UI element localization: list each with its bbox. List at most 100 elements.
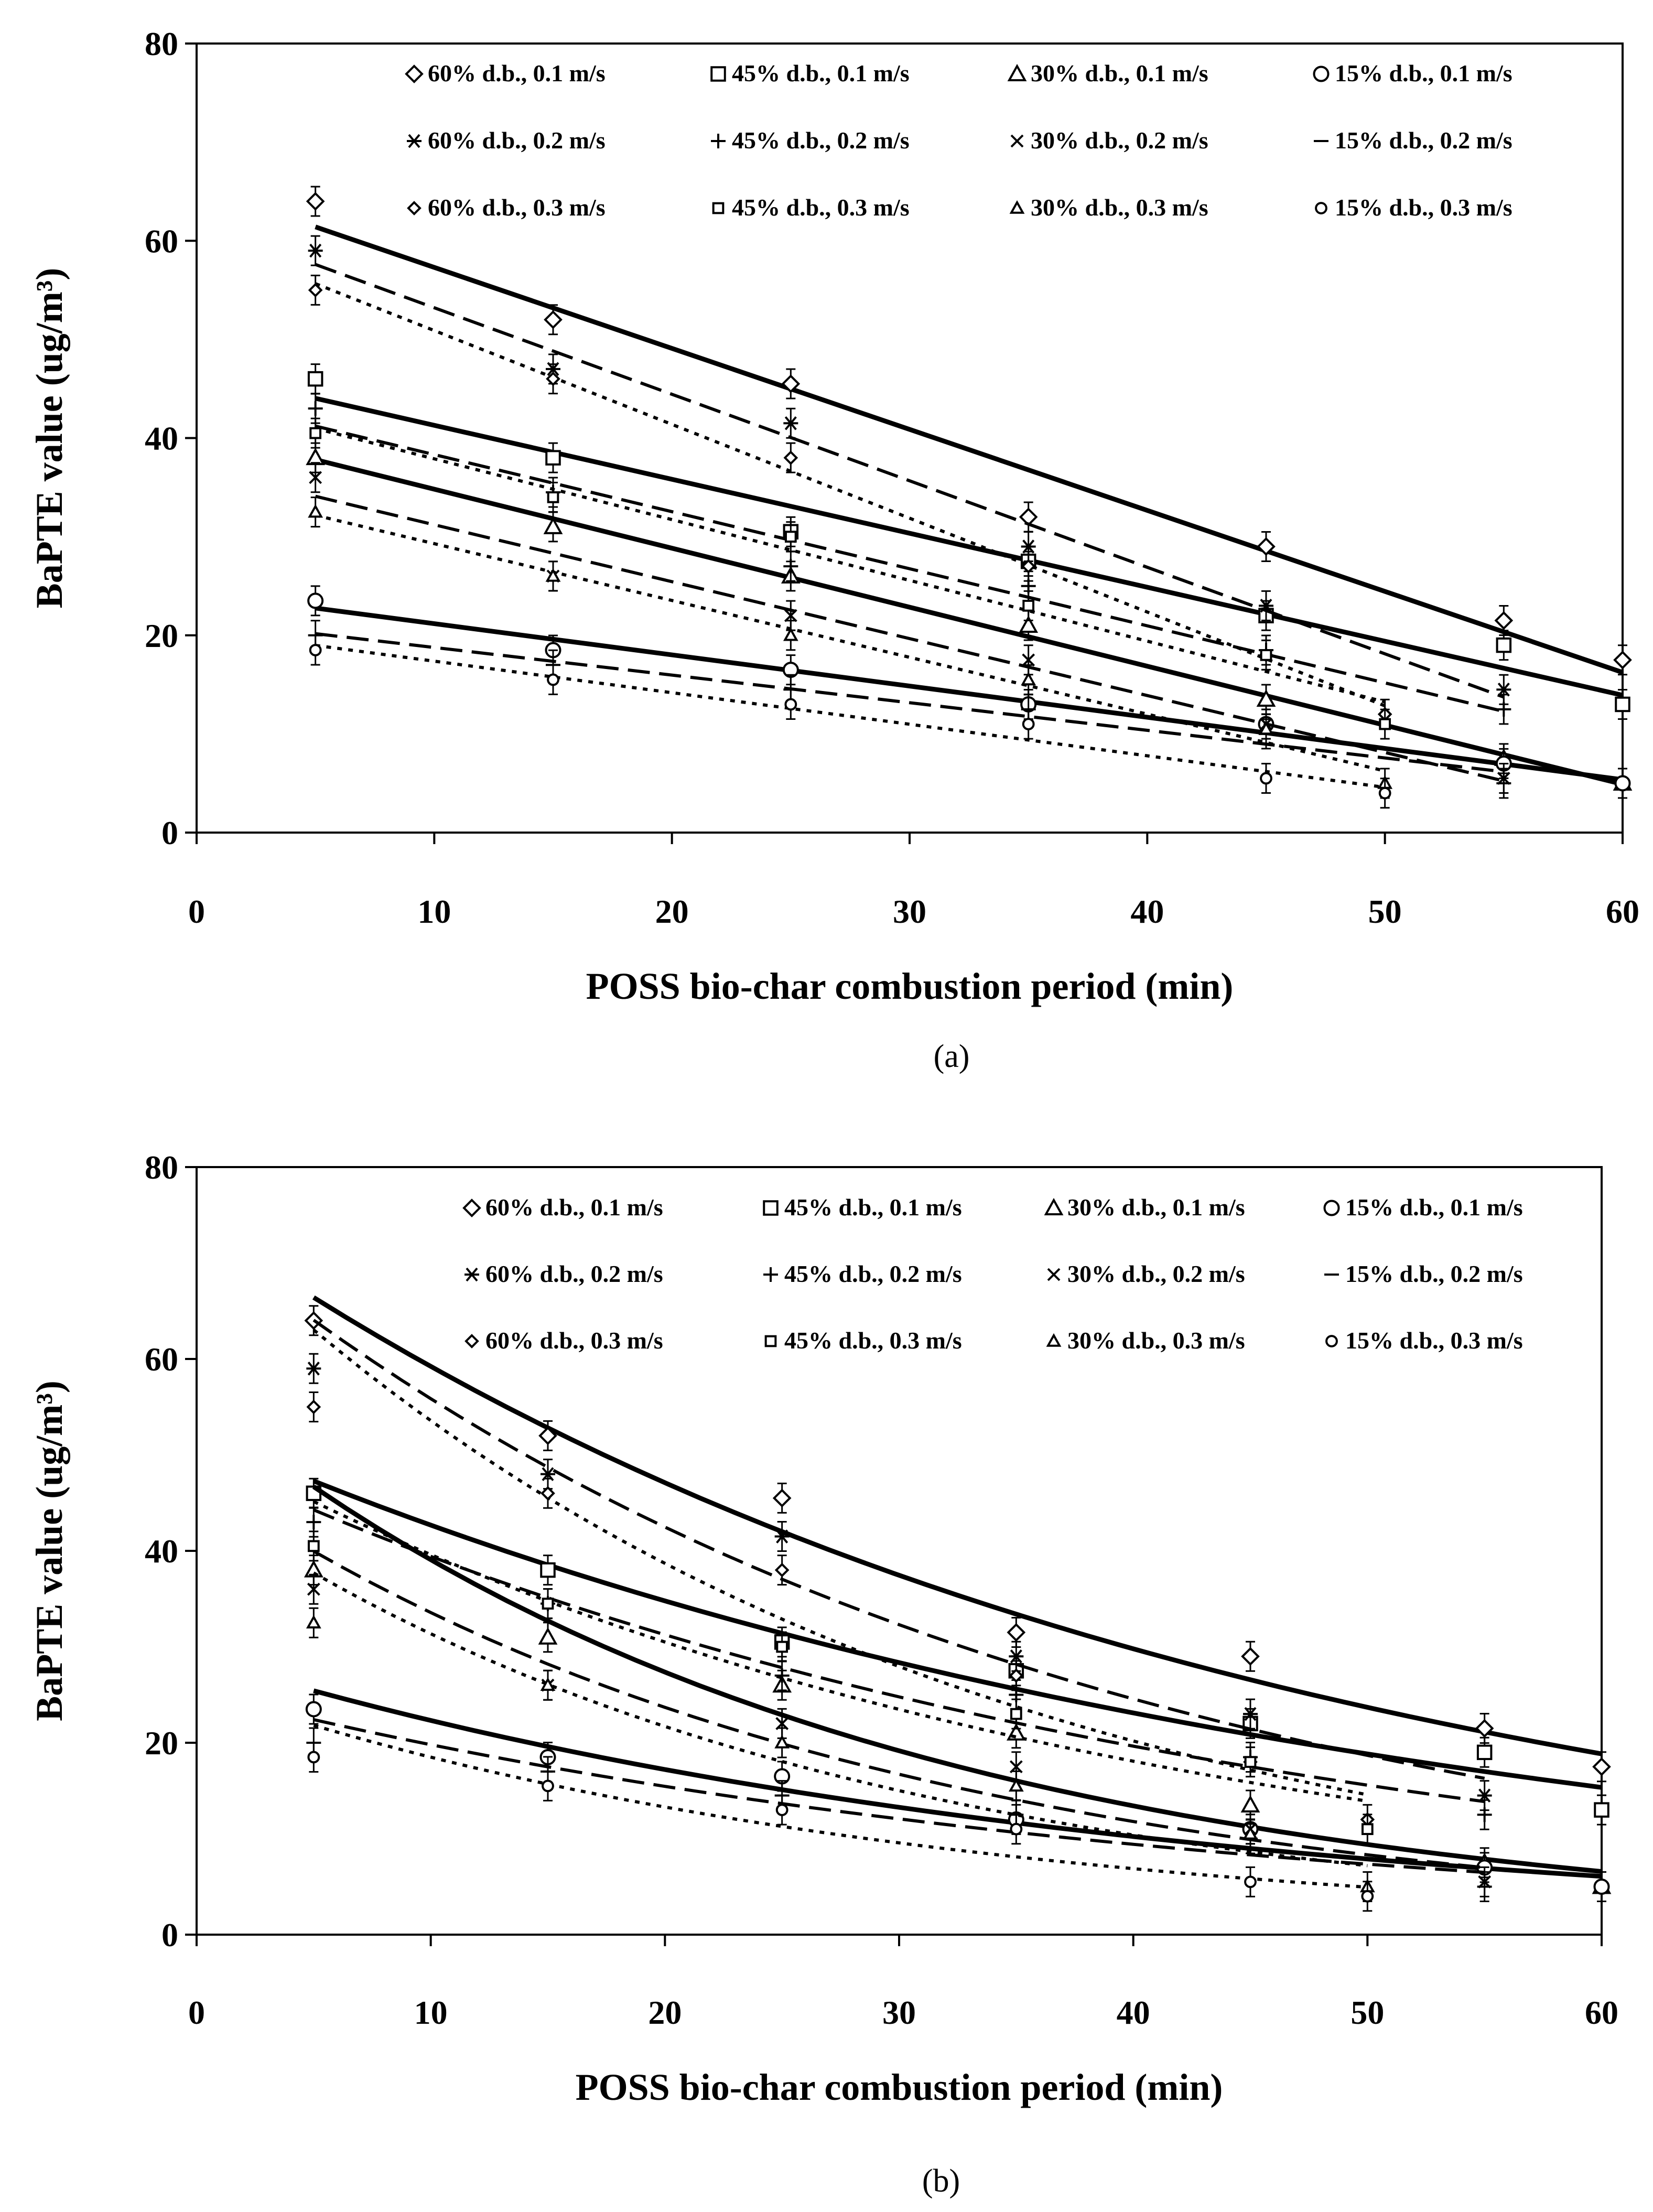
legend-label: 15% d.b., 0.2 m/s [1345,1260,1523,1287]
data-point [774,1734,790,1749]
series-8 [308,274,1392,730]
data-point [1244,1756,1257,1768]
legend-label: 30% d.b., 0.2 m/s [1067,1260,1245,1287]
legend-label: 60% d.b., 0.3 m/s [428,194,606,221]
legend-label: 60% d.b., 0.1 m/s [428,60,606,87]
series-10 [306,1571,1375,1902]
data-point [305,1701,322,1718]
data-point [306,1615,321,1629]
legend-marker [462,1199,481,1217]
legend: 60% d.b., 0.1 m/s 45% d.b., 0.1 m/s 30% d.… [405,60,1512,221]
data-point [543,516,563,534]
data-point [1021,539,1036,554]
x-tick-label: 30 [893,893,926,930]
legend-label: 30% d.b., 0.3 m/s [1067,1327,1245,1354]
data-point [784,531,797,543]
data-point [1257,537,1276,556]
trend-line [312,1484,1602,1874]
y-tick-label: 40 [145,420,178,457]
trend-line [315,224,1624,675]
data-point [783,559,798,574]
plot-area [196,42,1624,834]
data-point [1476,1744,1493,1761]
x-tick-label: 50 [1351,1994,1384,2031]
data-point [1243,1826,1258,1840]
legend-label: 15% d.b., 0.1 m/s [1335,60,1512,87]
legend-label: 30% d.b., 0.1 m/s [1067,1194,1245,1221]
data-point [781,374,801,393]
data-point [1022,653,1035,667]
legend-marker [712,202,725,214]
data-point [1594,1802,1609,1818]
legend-marker [464,1267,479,1282]
data-point [1259,599,1273,613]
data-point [544,310,563,329]
x-tick-label: 60 [1606,893,1639,930]
trend-line [315,457,1624,787]
series-4 [308,235,1511,705]
data-point [545,568,561,582]
data-point [1256,689,1276,707]
trend-line [313,1688,1602,1879]
series-5 [306,1506,1492,1830]
legend-label: 45% d.b., 0.1 m/s [732,60,910,87]
data-point [538,1627,558,1645]
data-point [774,1562,790,1578]
y-axis-title: BaPTE value (ug/m³) [28,268,70,609]
data-point [1243,1707,1258,1721]
data-point [1361,1823,1374,1836]
legend-marker [407,134,422,148]
data-point [307,1582,320,1596]
data-point [1021,559,1036,574]
data-point [1496,702,1511,717]
series-5 [308,393,1511,725]
data-point [784,609,797,622]
trend-line [315,396,1623,698]
legend-label: 45% d.b., 0.3 m/s [732,194,910,221]
series-2 [306,442,1633,799]
data-point [547,673,559,686]
x-tick-label: 20 [655,893,689,930]
series-9 [307,1500,1374,1845]
data-point [307,371,323,387]
series-11 [307,1723,1374,1912]
y-axis-title: BaPTE value (ug/m³) [28,1380,70,1721]
legend-marker [1007,63,1027,81]
legend-label: 15% d.b., 0.1 m/s [1345,1194,1523,1221]
legend-marker [1323,1200,1340,1216]
legend-marker [763,1267,778,1282]
trend-line [315,632,1504,773]
y-tick-label: 20 [145,617,178,654]
y-tick-label: 60 [145,222,178,260]
y-tick-label: 0 [161,1916,178,1954]
data-point [307,1540,320,1552]
data-point [1009,1668,1024,1683]
trend-line [315,606,1623,782]
series-11 [309,634,1391,809]
data-point [774,1529,790,1544]
trend-line [315,282,1386,708]
trend-line [312,1319,1485,1780]
legend-marker [711,134,726,148]
trend-line [313,1723,1368,1889]
data-point [1022,599,1035,612]
series-6 [307,1550,1492,1897]
y-tick-label: 20 [145,1724,178,1762]
data-point [309,471,322,484]
y-tick-label: 40 [145,1533,178,1570]
series-0 [304,1295,1611,1783]
data-point [309,427,322,439]
y-tick-label: 80 [145,25,178,62]
chart-panel-b: 0 20 40 60 80 0 10 20 30 40 50 60 POSS bio-char comb… [28,1149,1618,2199]
panel-caption: (a) [934,1039,970,1074]
data-point [783,416,798,430]
x-axis-title: POSS bio-char combustion period (min) [586,965,1234,1007]
data-point [1022,718,1035,730]
data-point [1615,696,1630,713]
x-tick-label: 0 [188,893,205,930]
data-point [1019,615,1039,633]
data-point [309,644,322,656]
legend-marker [764,1335,777,1347]
x-tick-label: 10 [414,1994,448,2031]
legend-marker [1325,1335,1338,1347]
